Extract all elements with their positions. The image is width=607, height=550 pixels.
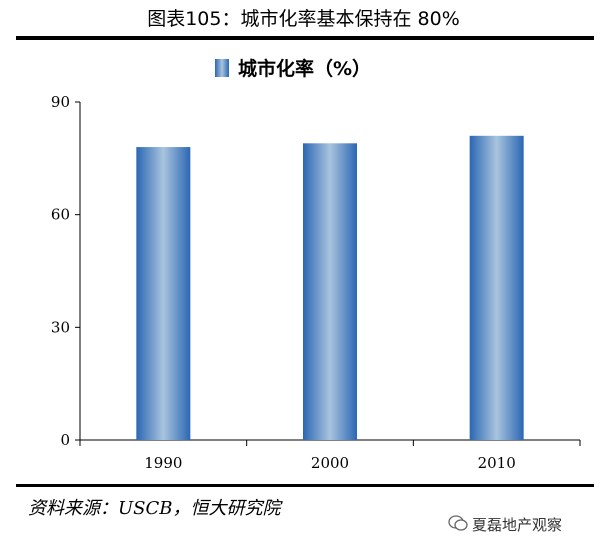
- y-tick-label: 0: [60, 431, 70, 449]
- y-tick-label: 30: [51, 318, 70, 336]
- x-tick-label: 2000: [311, 454, 349, 472]
- legend-swatch: [215, 59, 229, 77]
- source-note: 资料来源：USCB，恒大研究院: [28, 498, 281, 519]
- top-rule: [16, 36, 594, 40]
- watermark: 夏磊地产观察: [472, 516, 563, 534]
- y-tick-label: 60: [51, 206, 70, 224]
- figure-title: 图表105：城市化率基本保持在 80%: [147, 8, 460, 30]
- legend: 城市化率（%）: [215, 57, 371, 80]
- bar-2000: [303, 143, 357, 441]
- legend-label: 城市化率（%）: [238, 57, 371, 80]
- bar-2010: [469, 135, 524, 441]
- bar-1990: [136, 147, 191, 441]
- bottom-rule: [16, 484, 594, 487]
- y-tick-label: 90: [51, 93, 70, 111]
- bar-chart: 城市化率（%） 0 30 60 90 1990 2000 2010: [51, 57, 581, 472]
- x-tick-label: 1990: [144, 454, 182, 472]
- x-tick-label: 2010: [478, 454, 516, 472]
- bars: [136, 135, 524, 441]
- tick-labels: 0 30 60 90 1990 2000 2010: [51, 93, 581, 472]
- wechat-icon: [448, 515, 468, 531]
